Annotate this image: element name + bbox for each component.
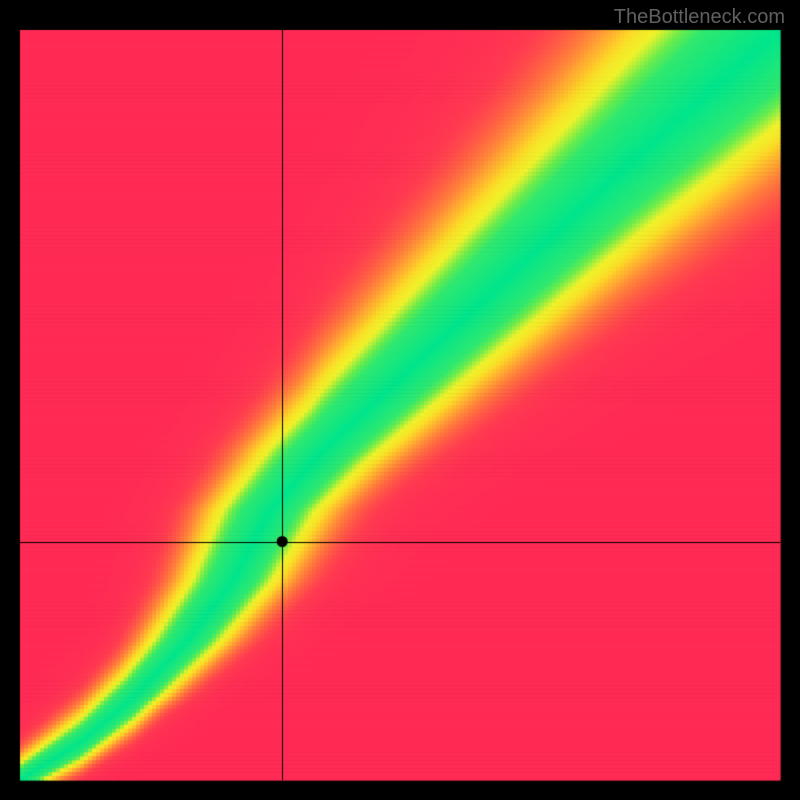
chart-container: TheBottleneck.com [0,0,800,800]
heatmap-canvas [0,0,800,800]
